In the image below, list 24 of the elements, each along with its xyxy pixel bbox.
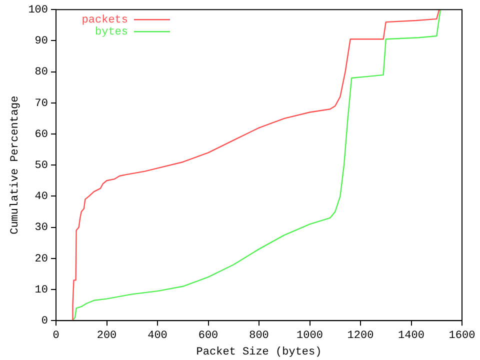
y-axis-title: Cumulative Percentage (10, 96, 22, 234)
y-tick-label: 10 (34, 284, 48, 296)
y-tick-label: 0 (41, 316, 48, 328)
x-tick-label: 1200 (347, 330, 374, 342)
x-axis-title: Packet Size (bytes) (196, 346, 322, 358)
x-tick-label: 1600 (448, 330, 476, 342)
x-tick-label: 800 (249, 330, 269, 342)
y-tick-label: 50 (34, 160, 48, 172)
legend-label: packets (82, 14, 128, 27)
legend-label: bytes (94, 26, 128, 39)
x-tick-label: 1000 (296, 330, 323, 342)
y-tick-label: 60 (34, 128, 48, 141)
y-tick-label: 90 (34, 36, 48, 48)
x-tick-label: 200 (96, 330, 117, 342)
x-tick-label: 0 (52, 330, 60, 342)
x-tick-label: 1400 (398, 330, 424, 342)
y-tick-label: 40 (34, 191, 48, 204)
y-tick-label: 20 (34, 253, 48, 266)
y-tick-label: 80 (34, 66, 48, 79)
y-tick-label: 30 (34, 222, 48, 234)
x-tick-label: 400 (148, 330, 168, 342)
x-tick-label: 600 (198, 330, 218, 342)
y-tick-label: 100 (28, 4, 48, 17)
y-tick-label: 70 (34, 98, 48, 110)
